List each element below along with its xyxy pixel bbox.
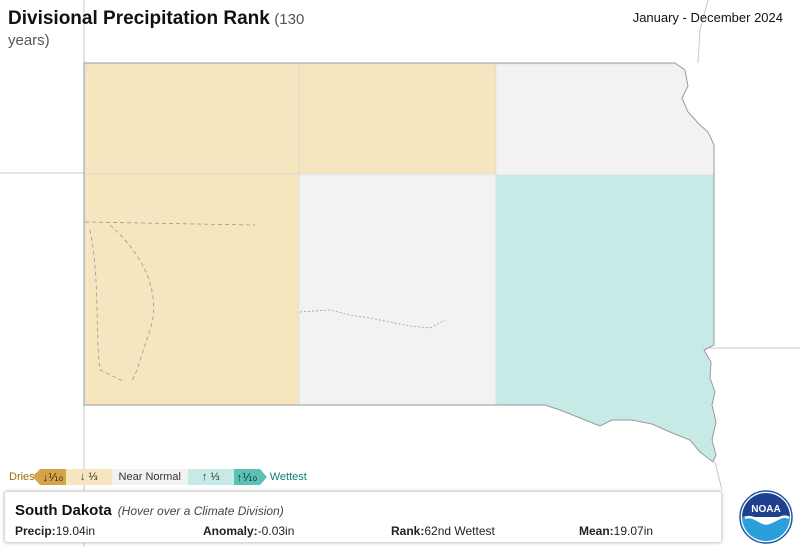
division-northwest[interactable] [84, 63, 300, 175]
mean-value: 19.07in [613, 524, 654, 538]
anomaly-value: -0.03in [257, 524, 295, 538]
legend-wettest: Wettest [269, 471, 307, 483]
stat-precip: Precip:19.04in [15, 524, 95, 538]
stat-anomaly: Anomaly:-0.03in [203, 524, 294, 538]
reservation-boundaries [84, 221, 256, 383]
date-range: January - December 2024 [632, 10, 783, 25]
legend-swatch-below: ↓ ⅓ [65, 469, 112, 485]
legend-swatch-near-normal: Near Normal [111, 469, 188, 485]
division-southwest[interactable] [84, 173, 300, 406]
title-main: Divisional Precipitation Rank [8, 8, 270, 29]
map-title: Divisional Precipitation Rank (130 years… [8, 8, 308, 51]
precip-value: 19.04in [55, 524, 96, 538]
anomaly-label: Anomaly: [203, 524, 258, 538]
rank-label: Rank: [391, 524, 425, 538]
division-north-central[interactable] [298, 63, 497, 175]
title-sub: (130 years) [8, 11, 305, 49]
river-line [299, 309, 446, 329]
state-outline [83, 62, 717, 463]
info-state: South Dakota (Hover over a Climate Divisi… [15, 502, 284, 519]
division-northeast[interactable] [495, 63, 715, 176]
legend-driest: Driest [9, 471, 38, 483]
rank-value: 62nd Wettest [424, 524, 495, 538]
division-central[interactable] [298, 174, 497, 406]
legend-swatch-much-above: ↑⅒ [233, 469, 267, 485]
legend-swatch-above: ↑ ⅓ [187, 469, 234, 485]
noaa-logo-icon: NOAA [739, 490, 793, 544]
hover-hint: (Hover over a Climate Division) [117, 504, 284, 518]
info-panel: South Dakota (Hover over a Climate Divisi… [4, 491, 722, 543]
mean-label: Mean: [579, 524, 614, 538]
division-east[interactable] [495, 174, 717, 463]
state-name: South Dakota [15, 502, 112, 519]
precip-label: Precip: [15, 524, 56, 538]
stat-mean: Mean:19.07in [579, 524, 653, 538]
legend-swatch-much-below: ↓⅒ [32, 469, 66, 485]
legend: Driest ↓⅒ ↓ ⅓ Near Normal ↑ ⅓ ↑⅒ Wettest [7, 468, 309, 486]
stat-rank: Rank:62nd Wettest [391, 524, 495, 538]
svg-text:NOAA: NOAA [751, 504, 780, 515]
